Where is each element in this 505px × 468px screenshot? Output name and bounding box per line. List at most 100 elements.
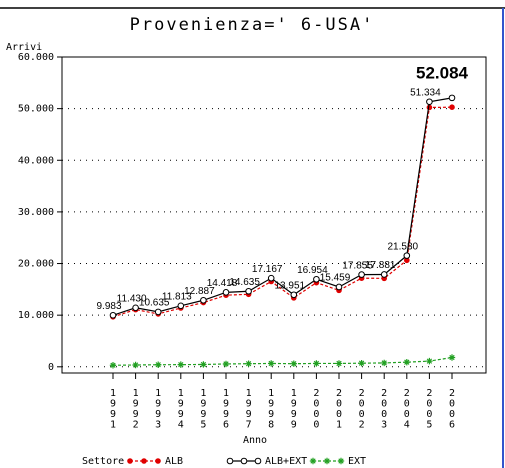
point [245,360,252,367]
legend-label: ALB+EXT [265,456,307,467]
x-tick-char: 9 [133,399,139,410]
series-line [112,106,453,318]
x-tick-char: 2 [359,388,365,399]
x-tick-char: 9 [291,420,297,431]
point [309,457,317,465]
point [323,457,331,465]
x-tick-char: 2 [133,420,139,431]
value-label: 17.167 [252,264,283,275]
chart-title: Provenienza=' 6-USA' [130,15,375,35]
x-tick-char: 2 [313,388,319,399]
y-axis-label: Arrivi [6,42,42,53]
x-tick-char: 0 [381,409,387,420]
point [290,360,297,367]
value-label: 14.418 [207,278,238,289]
x-tick-char: 0 [426,409,432,420]
value-label: 15.459 [320,273,351,284]
point [200,296,207,304]
x-tick-char: 0 [313,420,319,431]
point [254,457,262,465]
x-tick-char: 9 [246,399,252,410]
point [177,302,185,310]
legend-title: Settore [82,456,124,467]
value-label: 11.813 [162,291,192,302]
x-tick-char: 0 [381,399,387,410]
point [154,308,162,316]
x-tick-char: 0 [426,399,432,410]
value-label: 10.635 [139,298,170,309]
x-tick-char: 2 [449,388,455,399]
point [245,287,252,295]
x-tick-char: 8 [268,420,274,431]
value-label: 17.881 [365,260,396,271]
x-tick-char: 9 [133,409,139,420]
x-tick-char: 1 [291,388,297,399]
x-tick-char: 6 [449,420,455,431]
plot-frame [61,56,487,374]
point [132,304,139,312]
point [448,354,456,361]
point [268,360,275,367]
x-tick-char: 0 [313,399,319,410]
value-label: 9.983 [96,301,121,312]
x-tick-char: 2 [381,388,387,399]
x-tick-char: 1 [178,388,184,399]
value-label: 52.084 [416,63,469,82]
x-tick-char: 2 [404,388,410,399]
point [155,458,161,464]
x-tick-char: 0 [404,409,410,420]
x-tick-char: 9 [200,409,206,420]
point [127,458,133,464]
point [290,291,298,299]
point [109,362,117,369]
x-tick-char: 4 [178,420,184,431]
value-label: 14.635 [229,277,260,288]
x-tick-char: 5 [426,420,432,431]
x-tick-char: 9 [178,399,184,410]
point [403,252,411,259]
x-tick-char: 1 [110,420,116,431]
x-tick-char: 9 [268,409,274,420]
point [109,311,117,319]
point [404,257,410,264]
x-tick-char: 0 [449,399,455,410]
x-tick-char: 3 [381,420,387,431]
point [426,357,433,365]
x-tick-char: 9 [110,409,116,420]
x-tick-char: 0 [313,409,319,420]
x-tick-char: 0 [359,409,365,420]
x-tick-char: 3 [155,420,161,431]
x-tick-char: 1 [155,388,161,399]
value-label: 12.887 [184,286,215,297]
point [335,360,343,367]
x-tick-char: 2 [426,388,432,399]
point [449,104,455,110]
value-label: 13.951 [275,280,306,291]
value-label: 21.530 [388,241,419,252]
x-tick-char: 0 [336,399,342,410]
point [226,457,234,465]
x-tick-char: 1 [223,388,229,399]
x-tick-char: 9 [291,409,297,420]
point [403,358,410,366]
point [177,361,184,368]
point [337,457,345,465]
x-tick-char: 0 [336,409,342,420]
point [381,359,388,367]
x-tick-char: 9 [223,409,229,420]
y-tick-label: 60.000 [18,52,54,63]
y-tick-label: 10.000 [18,310,54,321]
point [335,283,343,291]
x-tick-char: 9 [178,409,184,420]
